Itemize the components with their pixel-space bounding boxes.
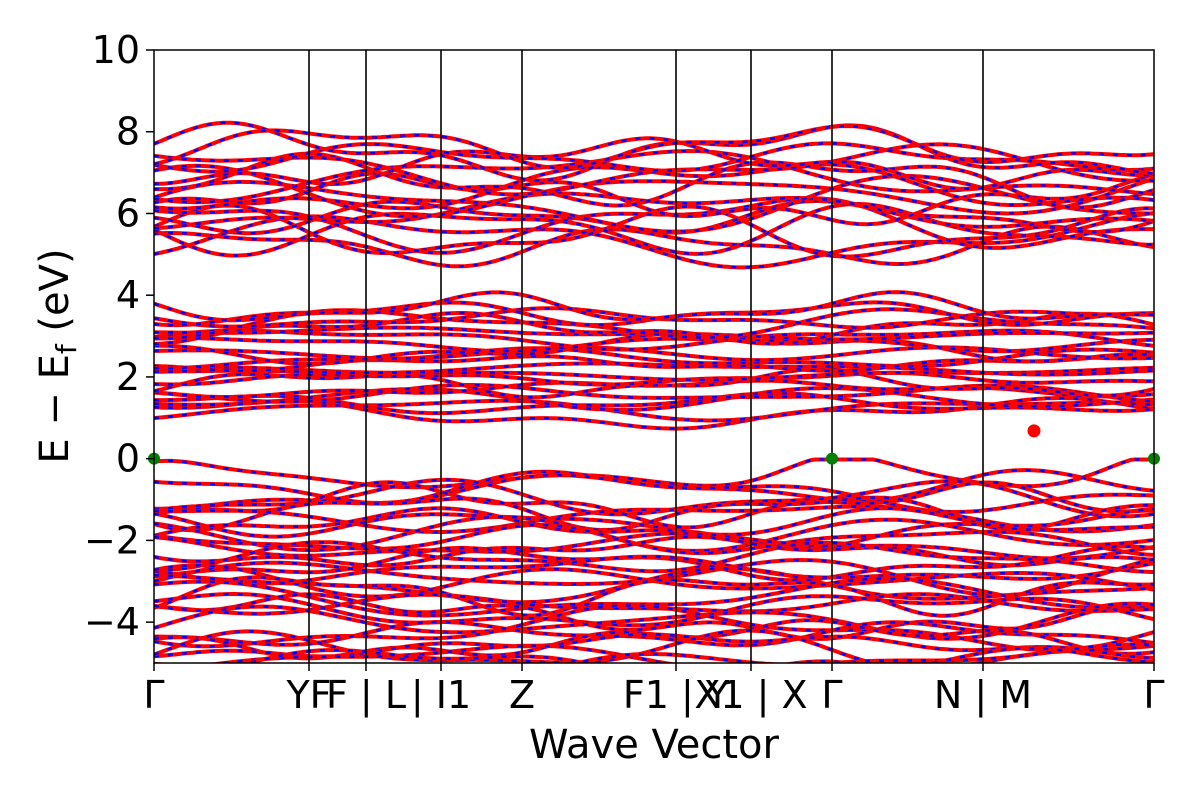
band-line-down xyxy=(154,192,1154,230)
x-tick-label: F | L xyxy=(326,673,406,718)
x-tick-label: YF xyxy=(285,673,331,717)
y-tick-label: −2 xyxy=(84,518,140,562)
band-line-down xyxy=(154,576,1154,617)
band-line-down xyxy=(154,592,1154,627)
band-line-up xyxy=(154,328,1154,352)
band-line-down xyxy=(154,301,1154,327)
y-tick-label: 0 xyxy=(116,437,140,481)
x-tick-label: F1 | Y xyxy=(623,673,730,718)
plot-frame xyxy=(153,49,1155,664)
band-line-up xyxy=(154,290,1154,323)
y-tick-label: −4 xyxy=(84,600,140,644)
y-tick-label: 4 xyxy=(116,273,140,317)
x-axis-ticks: Γ YFF | L | I1 Z F1 | YX1 | X Γ N | M Γ xyxy=(143,663,1165,718)
band-line-up xyxy=(154,554,1154,586)
band-edge-markers xyxy=(148,424,1160,465)
band-line-down xyxy=(154,507,1154,550)
band-line-down xyxy=(154,481,1154,529)
band-line-down xyxy=(154,545,1154,582)
band-line-up xyxy=(154,346,1154,371)
band-line-up xyxy=(154,386,1154,412)
y-axis-ticks: −4 −2 0 2 4 6 8 10 xyxy=(84,28,154,644)
x-tick-label: | I1 xyxy=(411,673,471,718)
band-line-down xyxy=(154,124,1154,170)
band-line-down xyxy=(154,629,1154,663)
band-line-up xyxy=(154,224,1154,269)
band-line-down xyxy=(154,532,1154,560)
band-line-up xyxy=(154,336,1154,354)
band-line-down xyxy=(154,577,1154,617)
band-line-down xyxy=(154,567,1154,604)
x-tick-label: N | M xyxy=(934,673,1032,718)
band-lines xyxy=(154,120,1154,663)
y-axis-title-main: E − E xyxy=(32,354,78,464)
y-tick-label: 8 xyxy=(116,110,140,154)
band-line-down xyxy=(154,593,1154,641)
band-line-up xyxy=(154,534,1154,568)
band-line-down xyxy=(154,290,1154,322)
y-axis-title-unit: (eV) xyxy=(32,248,78,344)
band-line-down xyxy=(154,652,775,663)
band-line-down xyxy=(242,646,1154,663)
vbm-marker xyxy=(826,452,838,465)
band-line-down xyxy=(154,152,1154,209)
band-line-up xyxy=(154,504,1154,534)
cbm-marker xyxy=(1027,424,1041,438)
band-line-down xyxy=(154,172,1154,226)
band-line-down xyxy=(154,523,1154,557)
band-line-up xyxy=(154,370,1154,387)
x-tick-label: Γ xyxy=(1143,673,1164,717)
band-line-down xyxy=(154,478,1154,518)
band-line-down xyxy=(154,367,1154,399)
band-line-down xyxy=(154,137,1154,191)
band-line-down xyxy=(154,515,1154,553)
y-tick-label: 10 xyxy=(92,28,140,72)
y-tick-label: 6 xyxy=(116,191,140,235)
x-tick-label: Z xyxy=(509,673,535,717)
band-line-down xyxy=(154,174,1154,233)
high-symmetry-lines xyxy=(308,50,984,663)
x-axis-title: Wave Vector xyxy=(529,722,780,768)
band-line-down xyxy=(154,496,1154,532)
band-line-up xyxy=(207,642,1154,663)
y-axis-title: E − Ef (eV) xyxy=(32,248,83,463)
band-line-down xyxy=(154,196,1154,255)
band-line-up xyxy=(154,202,1154,258)
x-tick-label: Γ xyxy=(821,673,842,717)
band-line-up xyxy=(154,383,1154,404)
band-line-down xyxy=(154,604,1154,652)
band-line-down xyxy=(154,540,1154,574)
x-tick-label: Γ xyxy=(143,673,164,717)
band-line-down xyxy=(154,332,1154,366)
band-line-down xyxy=(154,602,1154,640)
x-tick-label: X1 | X xyxy=(694,673,807,718)
y-axis-title-sub: f xyxy=(50,343,83,354)
y-tick-label: 2 xyxy=(116,355,140,399)
